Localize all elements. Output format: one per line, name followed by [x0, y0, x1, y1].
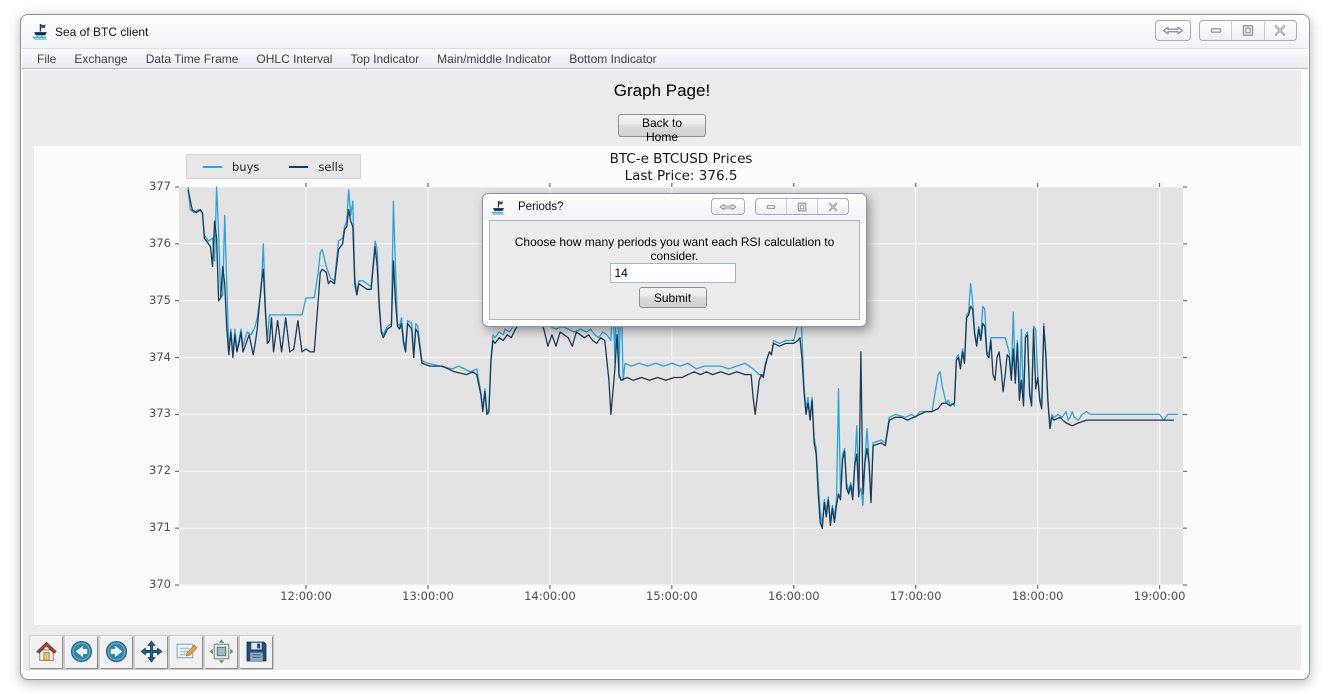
configure-icon [174, 639, 199, 667]
menu-item-main-middle-indicator[interactable]: Main/middle Indicator [437, 51, 552, 66]
back-to-home-button[interactable]: Back to Home [618, 114, 706, 144]
periods-input[interactable] [609, 263, 736, 283]
back-icon [69, 639, 94, 667]
x-tick-label-19-00-00: 19:00:00 [1133, 589, 1186, 603]
app-ship-icon [32, 23, 49, 40]
toolbar-save-button[interactable] [240, 636, 273, 669]
x-tick-label-12-00-00: 12:00:00 [280, 589, 332, 603]
chart-title: BTC-e BTCUSD Prices Last Price: 376.5 [179, 151, 1183, 185]
toolbar-subplots-button[interactable] [205, 636, 238, 669]
matplotlib-toolbar [30, 636, 273, 669]
y-tick-label-370: 370 [149, 577, 171, 591]
y-tick-label-376: 376 [149, 235, 171, 250]
submit-button[interactable]: Submit [638, 287, 707, 308]
toolbar-back-button[interactable] [65, 636, 98, 669]
legend-label-buys: buys [232, 159, 260, 174]
dialog-maximize-button[interactable] [786, 199, 817, 214]
content-area: Graph Page! Back to Home BTC-e BTCUSD Pr… [23, 70, 1302, 670]
y-tick-label-371: 371 [149, 520, 171, 535]
dialog-minimize-button[interactable] [756, 199, 786, 214]
resize-horizontal-icon [1162, 25, 1184, 36]
pan-icon [139, 639, 164, 667]
dialog-window-controls [755, 198, 849, 215]
resize-horizontal-icon [719, 202, 737, 212]
menu-item-ohlc-interval[interactable]: OHLC Interval [256, 51, 333, 66]
dialog-message: Choose how many periods you want each RS… [514, 235, 835, 263]
menu-item-file[interactable]: File [37, 51, 57, 66]
forward-icon [104, 639, 129, 667]
subplots-icon [209, 639, 234, 667]
legend-item-sells: sells [289, 159, 344, 174]
toolbar-pan-button[interactable] [135, 636, 168, 669]
legend-swatch-sells [289, 165, 309, 168]
y-tick-label-373: 373 [149, 406, 171, 421]
legend-swatch-buys [203, 165, 222, 168]
chart-title-line2: Last Price: 376.5 [624, 168, 738, 184]
chart-title-line1: BTC-e BTCUSD Prices [609, 151, 753, 167]
maximize-button[interactable] [1231, 21, 1263, 40]
series-line-sells [187, 189, 1174, 529]
periods-dialog: Periods? Choose how many periods you wan… [482, 193, 867, 327]
page-title: Graph Page! [613, 81, 711, 100]
x-tick-label-15-00-00: 15:00:00 [646, 589, 698, 603]
dialog-close-button[interactable] [817, 199, 848, 214]
menu-item-top-indicator[interactable]: Top Indicator [350, 51, 420, 66]
minimize-button[interactable] [1200, 21, 1231, 40]
x-tick-label-16-00-00: 16:00:00 [767, 589, 820, 603]
save-icon [244, 639, 269, 667]
close-button[interactable] [1263, 21, 1296, 40]
menu-item-bottom-indicator[interactable]: Bottom Indicator [569, 51, 657, 66]
home-icon [34, 639, 59, 667]
x-tick-label-14-00-00: 14:00:00 [524, 589, 576, 603]
y-tick-label-372: 372 [149, 463, 171, 478]
x-tick-label-17-00-00: 17:00:00 [889, 589, 942, 603]
dialog-title: Periods? [518, 201, 564, 213]
menu-item-data-time-frame[interactable]: Data Time Frame [145, 51, 239, 66]
x-tick-label-13-00-00: 13:00:00 [402, 589, 454, 603]
main-window: Sea of BTC client File Exchange Data Time … [20, 14, 1310, 680]
menu-bar: File Exchange Data Time Frame OHLC Interval… [22, 48, 1308, 69]
y-tick-label-375: 375 [149, 292, 171, 307]
y-tick-label-377: 377 [149, 179, 171, 193]
dialog-titlebar[interactable]: Periods? [483, 194, 866, 220]
maximize-icon [793, 202, 811, 212]
x-tick-label-18-00-00: 18:00:00 [1011, 589, 1064, 603]
maximize-icon [1237, 25, 1259, 36]
main-titlebar[interactable]: Sea of BTC client [21, 15, 1309, 48]
toolbar-forward-button[interactable] [100, 636, 133, 669]
resize-button[interactable] [1155, 20, 1191, 41]
dialog-panel: Choose how many periods you want each RS… [489, 220, 860, 320]
y-tick-label-374: 374 [149, 349, 171, 364]
legend-item-buys: buys [203, 160, 259, 174]
window-controls [1199, 20, 1297, 41]
toolbar-configure-button[interactable] [170, 636, 203, 669]
dialog-resize-button[interactable] [711, 198, 745, 215]
legend-label-sells: sells [318, 159, 344, 174]
toolbar-home-button[interactable] [30, 636, 63, 669]
window-title: Sea of BTC client [55, 24, 149, 39]
close-icon [1269, 25, 1291, 36]
chart-legend: buys sells [186, 154, 361, 179]
minimize-icon [762, 202, 780, 212]
menu-item-exchange[interactable]: Exchange [74, 51, 128, 66]
dialog-ship-icon [491, 200, 506, 215]
minimize-icon [1205, 25, 1227, 36]
close-icon [824, 202, 842, 212]
